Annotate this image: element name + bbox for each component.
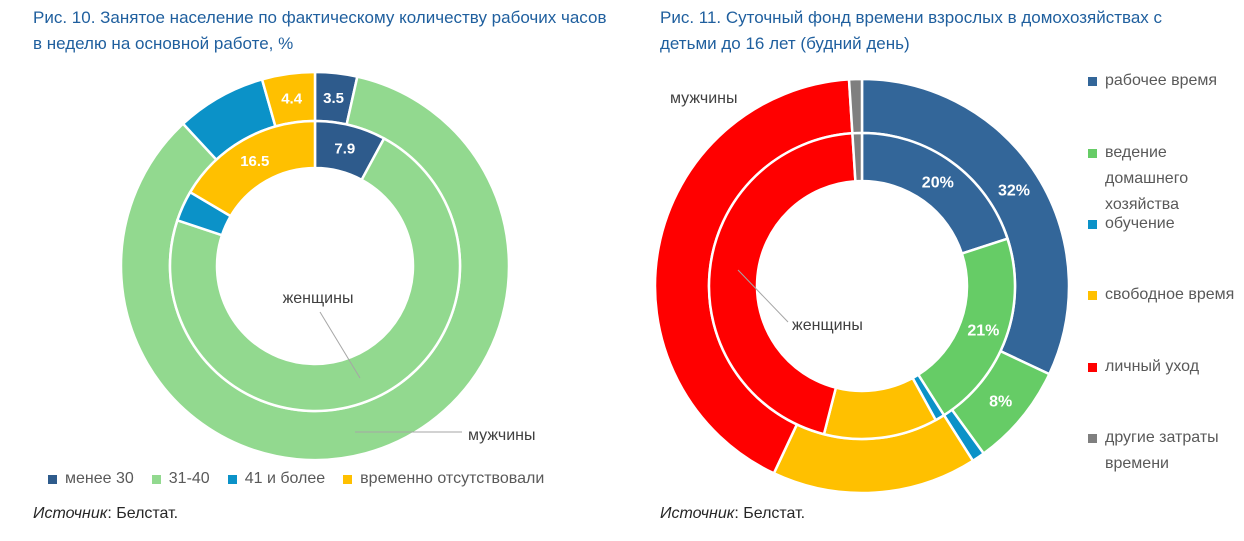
legend-label: свободное время xyxy=(1105,286,1235,303)
data-label: 16.5 xyxy=(240,153,269,170)
legend-item: рабочее время xyxy=(1088,68,1238,94)
leader-line xyxy=(737,269,789,323)
legend-label: 31-40 xyxy=(168,470,210,487)
chart-2-title: Рис. 11. Суточный фонд времени взрослых … xyxy=(660,8,1163,53)
legend-item: личный уход xyxy=(1088,354,1238,380)
legend-swatch xyxy=(227,474,237,484)
legend-swatch xyxy=(1088,77,1097,86)
data-label: 8% xyxy=(989,393,1012,410)
legend-swatch xyxy=(1088,220,1097,229)
legend-item: обучение xyxy=(1088,211,1238,237)
legend-swatch xyxy=(1088,363,1097,372)
source-text: : Белстат. xyxy=(734,505,806,522)
leader-line xyxy=(319,311,361,379)
legend-label: рабочее время xyxy=(1105,72,1218,89)
data-label: 32% xyxy=(998,182,1030,199)
legend-label: обучение xyxy=(1105,215,1175,232)
series-label: женщины xyxy=(283,290,354,307)
inner-ring-segment xyxy=(851,131,864,183)
chart-2-source: Источник: Белстат. xyxy=(660,505,805,523)
data-label: 4.4 xyxy=(281,91,303,108)
legend-swatch xyxy=(48,474,57,484)
legend-label: личный уход xyxy=(1105,358,1200,375)
data-label: 3.5 xyxy=(323,90,344,107)
chart-1-legend: менее 30 31-40 41 и более временно отсут… xyxy=(48,470,544,488)
legend-item: 31-40 xyxy=(151,470,210,488)
legend-label: ведение домашнего хозяйства xyxy=(1105,144,1189,213)
series-label: женщины xyxy=(792,317,863,334)
legend-swatch xyxy=(1088,434,1097,443)
source-label: Источник xyxy=(660,505,735,522)
chart-1-source: Источник: Белстат. xyxy=(33,505,178,523)
inner-ring-segment xyxy=(707,131,857,436)
legend-item: другие затраты времени xyxy=(1088,425,1238,477)
series-label: мужчины xyxy=(670,90,738,107)
legend-label: менее 30 xyxy=(65,470,134,487)
source-label: Источник xyxy=(33,505,108,522)
inner-ring-segment xyxy=(188,119,317,218)
legend-item: свободное время xyxy=(1088,282,1238,308)
legend-item: временно отсутствовали xyxy=(343,470,544,488)
legend-swatch xyxy=(1088,149,1097,158)
inner-ring-segment xyxy=(168,136,462,413)
legend-label: 41 и более xyxy=(244,470,326,487)
legend-item: менее 30 xyxy=(48,470,134,488)
legend-label: другие затраты времени xyxy=(1105,429,1219,472)
legend-item: ведение домашнего хозяйства xyxy=(1088,140,1238,218)
legend-swatch xyxy=(343,474,353,484)
legend-label: временно отсутствовали xyxy=(360,470,545,487)
source-text: : Белстат. xyxy=(107,505,179,522)
data-label: 21% xyxy=(967,322,999,339)
series-label: мужчины xyxy=(468,427,536,444)
chart-1-title: Рис. 10. Занятое население по фактическо… xyxy=(33,8,607,53)
data-label: 7.9 xyxy=(334,141,355,158)
data-label: 20% xyxy=(922,174,954,191)
legend-swatch xyxy=(151,474,161,484)
legend-swatch xyxy=(1088,291,1097,300)
chart-1-donut: 3.5 4.4 7.9 16.5 женщины мужчины xyxy=(119,70,536,462)
legend-item: 41 и более xyxy=(227,470,326,488)
outer-ring-segment xyxy=(847,77,864,135)
